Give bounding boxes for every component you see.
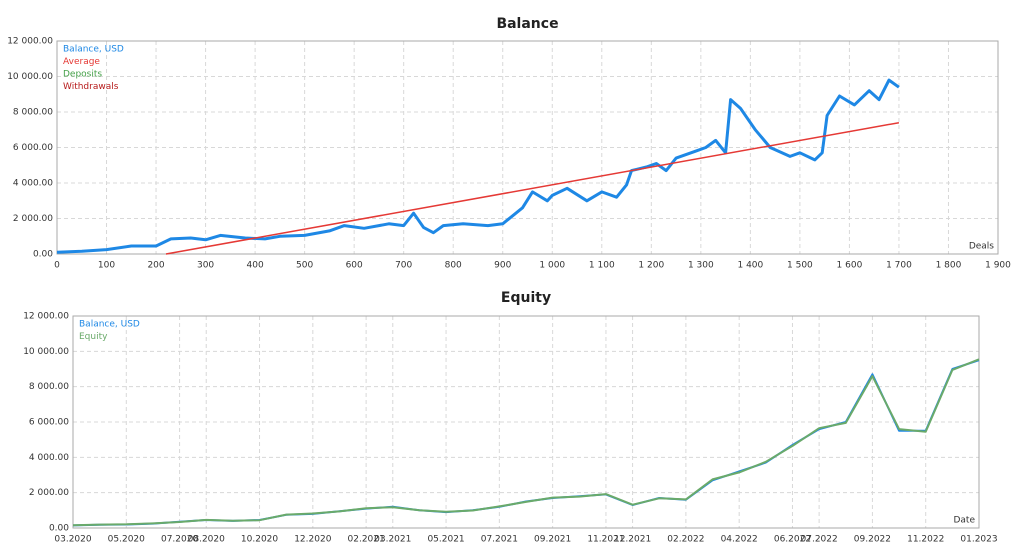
chart-title: Equity	[501, 290, 551, 306]
y-tick-label: 6 000.00	[29, 418, 69, 428]
legend-entry: Withdrawals	[63, 82, 119, 92]
y-tick-label: 4 000.00	[29, 453, 69, 463]
x-tick-label: 11.2022	[907, 535, 944, 545]
x-tick-label: 500	[296, 261, 313, 271]
x-tick-label: 1 000	[539, 261, 565, 271]
x-tick-label: 04.2022	[721, 535, 758, 545]
x-axis-label: Date	[953, 516, 975, 526]
x-tick-label: 1 200	[638, 261, 664, 271]
x-tick-label: 07.2020	[161, 535, 198, 545]
x-tick-label: 400	[247, 261, 264, 271]
x-tick-label: 12.2021	[614, 535, 651, 545]
x-tick-label: 1 600	[837, 261, 863, 271]
x-tick-label: 02.2022	[667, 535, 704, 545]
x-tick-label: 05.2021	[427, 535, 464, 545]
x-tick-label: 1 500	[787, 261, 813, 271]
x-tick-label: 1 300	[688, 261, 714, 271]
y-tick-label: 10 000.00	[23, 347, 69, 357]
legend-entry: Balance, USD	[63, 45, 124, 55]
x-tick-label: 07.2022	[801, 535, 838, 545]
x-tick-label: 600	[346, 261, 363, 271]
x-tick-label: 800	[445, 261, 462, 271]
x-tick-label: 01.2023	[960, 535, 997, 545]
legend-entry: Average	[63, 57, 100, 67]
x-tick-label: 09.2021	[534, 535, 571, 545]
legend-entry: Balance, USD	[79, 320, 140, 330]
x-tick-label: 0	[54, 261, 60, 271]
series-line	[165, 121, 900, 255]
x-tick-label: 700	[395, 261, 412, 271]
x-axis-label: Deals	[969, 242, 994, 252]
legend-entry: Deposits	[63, 70, 102, 80]
y-tick-label: 8 000.00	[13, 108, 53, 118]
x-tick-label: 07.2021	[481, 535, 518, 545]
x-tick-label: 1 700	[886, 261, 912, 271]
legend-entry: Equity	[79, 332, 108, 342]
plot-frame	[72, 315, 980, 529]
y-tick-label: 2 000.00	[29, 488, 69, 498]
x-tick-label: 11.2021	[587, 535, 624, 545]
x-tick-label: 1 400	[737, 261, 763, 271]
y-tick-label: 8 000.00	[29, 382, 69, 392]
x-tick-label: 100	[98, 261, 115, 271]
series-line	[72, 359, 980, 527]
x-tick-label: 900	[494, 261, 511, 271]
y-tick-label: 2 000.00	[13, 214, 53, 224]
y-tick-label: 12 000.00	[7, 37, 53, 47]
x-tick-label: 08.2020	[188, 535, 225, 545]
y-tick-label: 0.00	[33, 250, 53, 260]
series-line	[56, 78, 900, 254]
y-tick-label: 6 000.00	[13, 143, 53, 153]
x-tick-label: 05.2020	[108, 535, 145, 545]
x-tick-label: 1 900	[985, 261, 1011, 271]
series-line	[72, 358, 980, 527]
x-tick-label: 1 800	[936, 261, 962, 271]
y-tick-label: 0.00	[49, 524, 69, 534]
y-tick-label: 10 000.00	[7, 72, 53, 82]
x-tick-label: 10.2020	[241, 535, 278, 545]
plot-frame	[56, 40, 999, 255]
x-tick-label: 1 100	[589, 261, 615, 271]
x-tick-label: 12.2020	[294, 535, 331, 545]
x-tick-label: 02.2021	[348, 535, 385, 545]
x-tick-label: 03.2021	[374, 535, 411, 545]
x-tick-label: 03.2020	[54, 535, 91, 545]
y-tick-label: 4 000.00	[13, 179, 53, 189]
x-tick-label: 06.2022	[774, 535, 811, 545]
x-tick-label: 200	[147, 261, 164, 271]
x-tick-label: 300	[197, 261, 214, 271]
x-tick-label: 09.2022	[854, 535, 891, 545]
chart-title: Balance	[496, 16, 558, 32]
y-tick-label: 12 000.00	[23, 312, 69, 322]
